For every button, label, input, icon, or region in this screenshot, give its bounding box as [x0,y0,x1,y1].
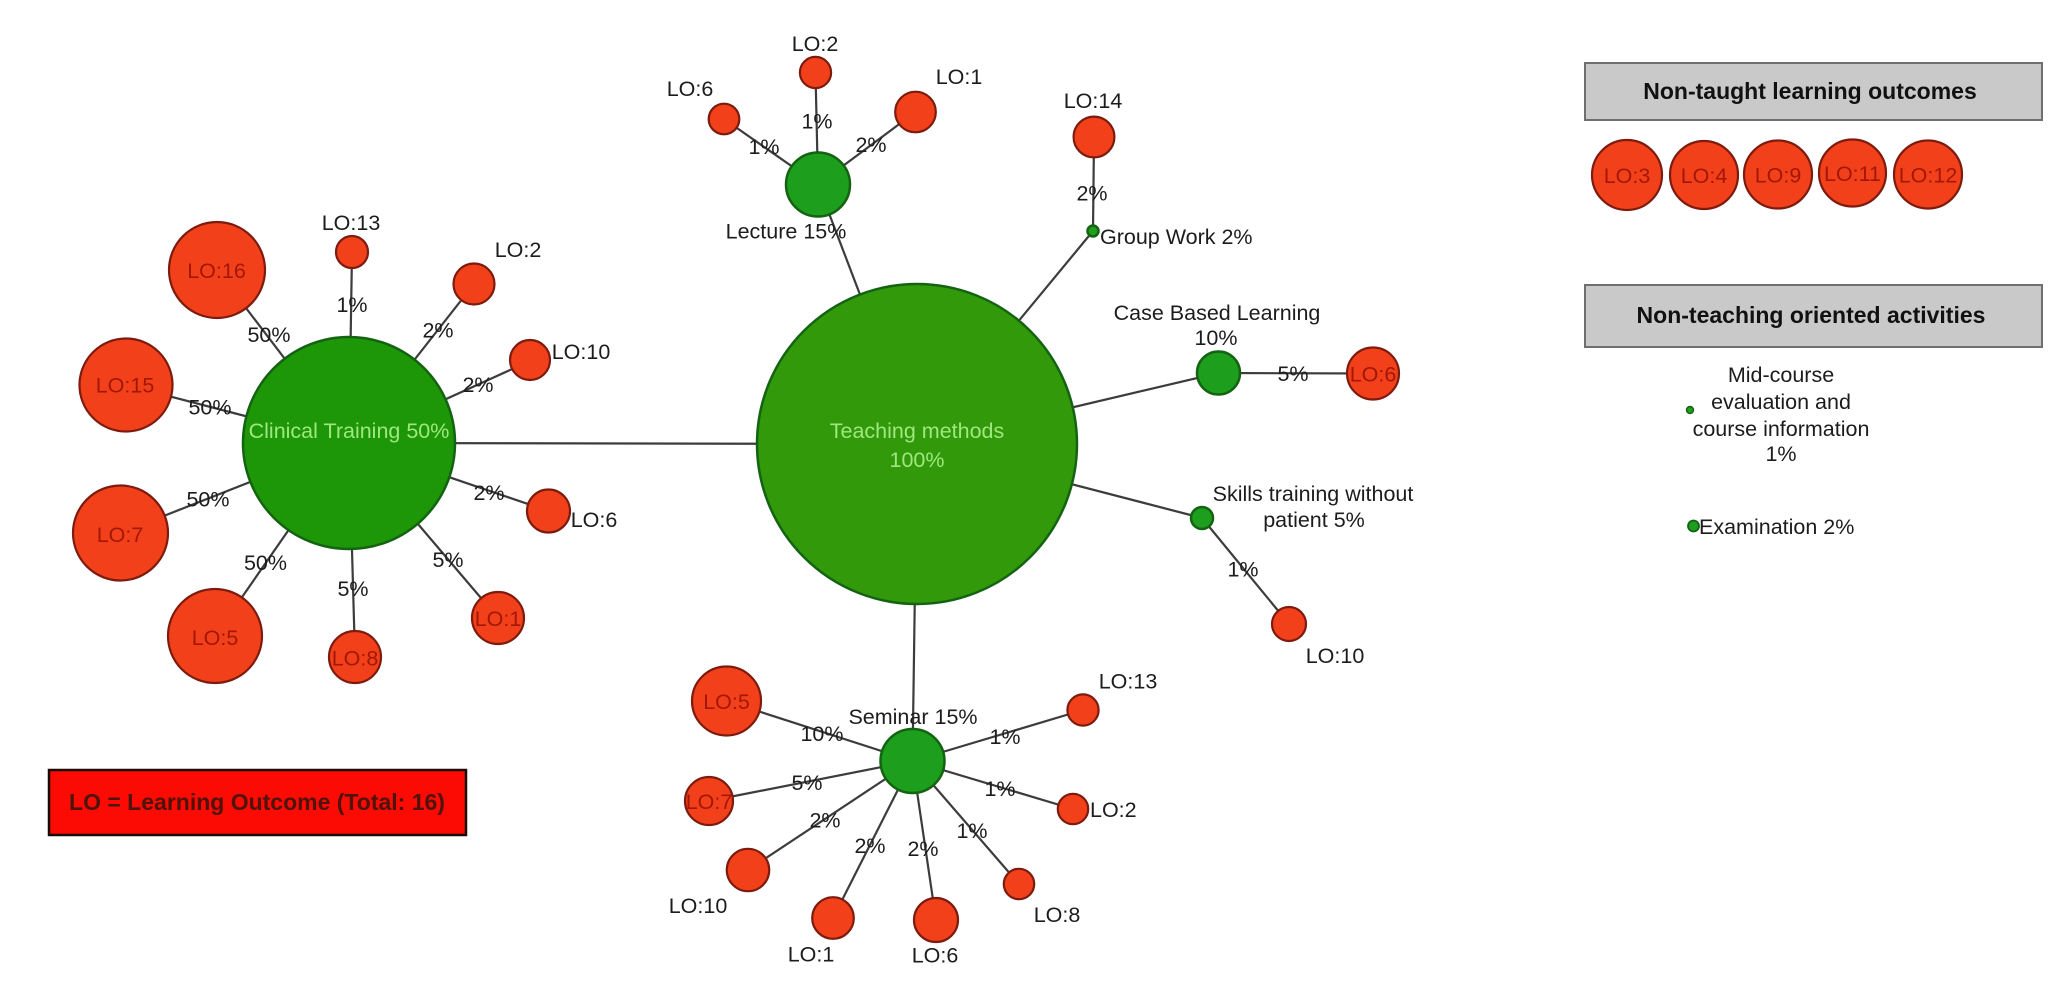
svg-text:Group Work 2%: Group Work 2% [1100,225,1253,249]
svg-text:LO:6: LO:6 [912,944,959,968]
svg-text:2%: 2% [1076,182,1107,206]
svg-text:evaluation and: evaluation and [1711,390,1851,414]
svg-text:1%: 1% [801,110,832,134]
svg-text:LO:10: LO:10 [1306,644,1365,668]
svg-text:LO:7: LO:7 [686,790,733,814]
svg-text:2%: 2% [809,809,840,833]
svg-text:1%: 1% [956,819,987,843]
svg-text:Seminar 15%: Seminar 15% [848,705,977,729]
svg-text:LO:1: LO:1 [475,607,522,631]
svg-text:LO = Learning Outcome (Total:: LO = Learning Outcome (Total: 16) [69,789,445,815]
svg-text:LO:6: LO:6 [571,508,618,532]
svg-text:LO:8: LO:8 [332,647,379,671]
svg-text:LO:10: LO:10 [669,894,728,918]
svg-text:LO:10: LO:10 [552,340,611,364]
svg-text:1%: 1% [984,777,1015,801]
svg-text:course information: course information [1693,417,1870,441]
svg-text:LO:6: LO:6 [667,77,714,101]
svg-text:LO:13: LO:13 [1099,670,1158,694]
svg-text:1%: 1% [989,725,1020,749]
svg-text:LO:15: LO:15 [96,374,155,398]
svg-text:LO:1: LO:1 [788,943,835,967]
svg-text:1%: 1% [1765,442,1796,466]
svg-text:LO:6: LO:6 [1350,363,1397,387]
svg-text:LO:5: LO:5 [703,690,750,714]
svg-text:2%: 2% [422,319,453,343]
svg-text:10%: 10% [1194,326,1237,350]
svg-text:50%: 50% [244,551,287,575]
svg-text:2%: 2% [462,373,493,397]
svg-text:5%: 5% [1277,362,1308,386]
svg-text:50%: 50% [188,396,231,420]
svg-text:100%: 100% [890,448,945,472]
svg-text:Lecture 15%: Lecture 15% [726,220,847,244]
svg-text:LO:12: LO:12 [1899,164,1958,188]
svg-text:1%: 1% [1227,558,1258,582]
svg-text:LO:2: LO:2 [792,32,839,56]
svg-text:5%: 5% [337,577,368,601]
svg-text:LO:14: LO:14 [1064,89,1123,113]
svg-text:LO:4: LO:4 [1681,164,1728,188]
svg-text:Non-teaching oriented activiti: Non-teaching oriented activities [1637,302,1986,328]
svg-text:2%: 2% [854,834,885,858]
svg-text:1%: 1% [336,293,367,317]
svg-text:1%: 1% [748,135,779,159]
svg-text:LO:1: LO:1 [936,65,983,89]
svg-text:Non-taught learning outcomes: Non-taught learning outcomes [1643,78,1977,104]
svg-text:2%: 2% [473,481,504,505]
svg-text:2%: 2% [855,133,886,157]
svg-text:LO:7: LO:7 [97,523,144,547]
svg-text:2%: 2% [907,837,938,861]
svg-text:50%: 50% [247,323,290,347]
svg-text:Mid-course: Mid-course [1728,363,1834,387]
svg-text:LO:3: LO:3 [1604,164,1651,188]
svg-text:LO:9: LO:9 [1755,164,1802,188]
svg-text:5%: 5% [432,548,463,572]
svg-text:LO:2: LO:2 [495,238,542,262]
svg-text:LO:11: LO:11 [1824,162,1881,186]
svg-text:LO:13: LO:13 [322,211,381,235]
svg-text:Examination 2%: Examination 2% [1699,515,1854,539]
svg-text:Case Based Learning: Case Based Learning [1114,301,1321,325]
svg-text:Skills training without: Skills training without [1213,482,1414,506]
svg-text:LO:16: LO:16 [187,259,246,283]
svg-text:LO:8: LO:8 [1034,903,1081,927]
svg-text:50%: 50% [186,488,229,512]
svg-text:LO:2: LO:2 [1090,798,1137,822]
svg-text:Clinical Training 50%: Clinical Training 50% [249,419,450,443]
svg-text:5%: 5% [791,771,822,795]
svg-text:Teaching methods: Teaching methods [830,419,1005,443]
svg-text:patient 5%: patient 5% [1263,508,1365,532]
svg-text:LO:5: LO:5 [192,626,239,650]
svg-text:10%: 10% [800,722,843,746]
